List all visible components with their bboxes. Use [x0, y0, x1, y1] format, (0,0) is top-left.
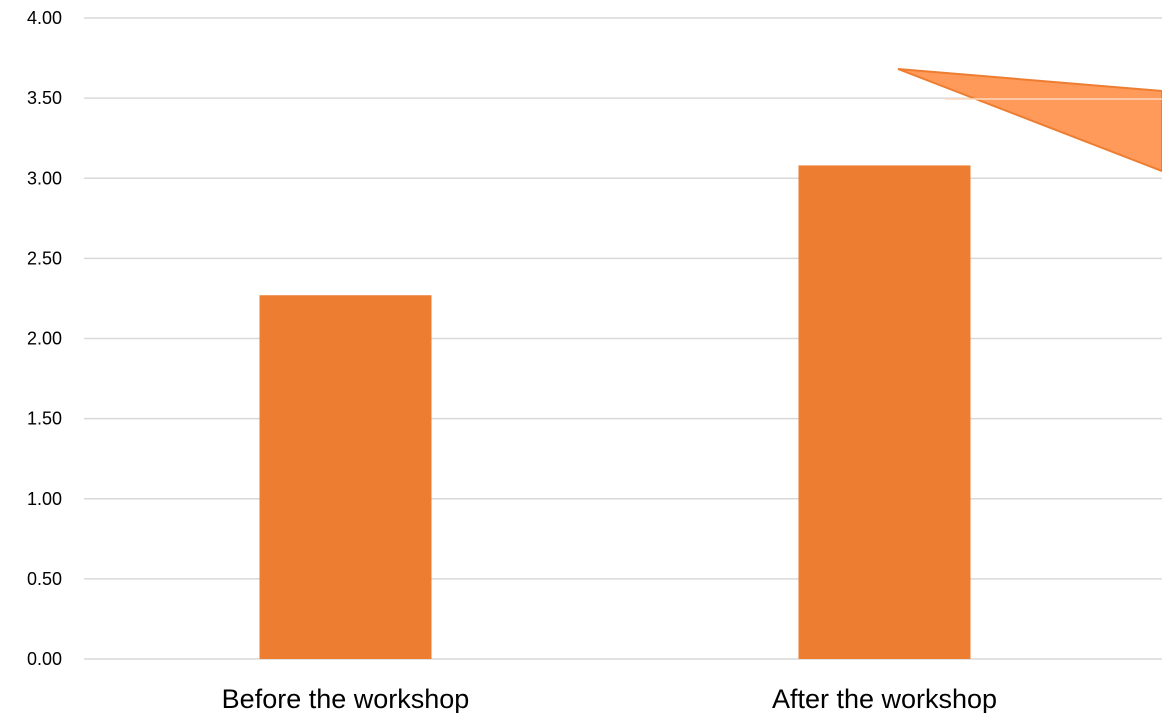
y-tick-label: 0.50	[27, 569, 62, 589]
y-tick-label: 1.50	[27, 409, 62, 429]
y-tick-label: 0.00	[27, 649, 62, 669]
bars	[259, 165, 971, 659]
x-tick-label: Before the workshop	[222, 684, 470, 713]
y-tick-label: 2.00	[27, 329, 62, 349]
bar	[259, 295, 432, 659]
y-tick-label: 1.00	[27, 489, 62, 509]
bar	[798, 165, 971, 659]
y-tick-label: 3.50	[27, 88, 62, 108]
gridlines	[84, 17, 1162, 660]
x-tick-label: After the workshop	[772, 684, 997, 713]
x-axis-tick-labels: Before the workshop After the workshop	[222, 684, 997, 714]
callout-arrow-shape	[897, 68, 1162, 173]
y-axis-tick-labels: 0.00 0.50 1.00 1.50 2.00 2.50 3.00 3.50 4.00	[27, 8, 62, 669]
y-tick-label: 4.00	[27, 8, 62, 28]
y-tick-label: 2.50	[27, 248, 62, 268]
y-tick-label: 3.00	[27, 168, 62, 188]
callout-arrow	[897, 68, 1162, 173]
